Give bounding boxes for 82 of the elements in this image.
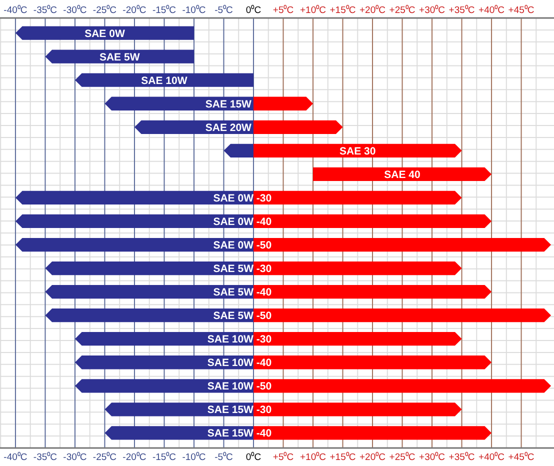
- x-tick-label: +45⁰C: [508, 4, 534, 16]
- x2-tick-label: -40⁰C: [4, 451, 28, 463]
- bar: [253, 261, 462, 276]
- x2-tick-label: +5⁰C: [272, 451, 294, 463]
- y-tick-label: SAE 10W -30: [207, 334, 272, 346]
- bar: [15, 238, 254, 252]
- x-tick-label: +35⁰C: [448, 4, 475, 16]
- bar: [45, 308, 254, 322]
- x2-tick-label: +40⁰C: [478, 451, 505, 463]
- bar: [253, 144, 462, 158]
- x-tick-label: -25⁰C: [92, 4, 117, 16]
- y-tick-label: SAE 5W -40: [213, 286, 272, 299]
- bar: [253, 120, 343, 134]
- x2-tick-label: +25⁰C: [389, 451, 416, 463]
- bar: [313, 167, 492, 182]
- x-tick-label: +25⁰C: [389, 4, 416, 16]
- x2-tick-label: -25⁰C: [92, 451, 117, 463]
- x-tick-label: -30⁰C: [63, 4, 87, 16]
- y-tick-label: SAE 0W -30: [213, 192, 272, 205]
- bar: [15, 214, 254, 228]
- y-tick-label: SAE 20W: [205, 122, 252, 134]
- bar: [45, 261, 254, 276]
- x-tick-label: -35⁰C: [33, 4, 58, 16]
- x2-tick-label: +30⁰C: [419, 451, 446, 463]
- y-tick-label: SAE 40: [384, 168, 421, 181]
- x2-tick-label: +45⁰C: [508, 451, 534, 463]
- bar: [253, 402, 462, 416]
- bar: [253, 214, 492, 228]
- x-tick-label: +40⁰C: [478, 4, 505, 16]
- y-tick-label: SAE 0W -40: [213, 216, 272, 228]
- y-tick-label: SAE 0W -50: [213, 240, 272, 252]
- y-tick-label: SAE 5W -30: [213, 263, 272, 276]
- x2-tick-label: -10⁰C: [182, 451, 206, 463]
- bar: [74, 332, 254, 346]
- y-tick-label: SAE 5W -50: [213, 310, 272, 322]
- bar: [74, 73, 254, 87]
- x2-tick-label: 0⁰C: [246, 451, 262, 463]
- y-tick-label: SAE 5W: [99, 51, 140, 64]
- x2-tick-label: -15⁰C: [152, 451, 176, 463]
- bar: [74, 356, 254, 370]
- y-tick-label: SAE 0W: [84, 28, 125, 40]
- x-tick-label: +20⁰C: [360, 4, 386, 16]
- x-tick-label: -5⁰C: [214, 4, 234, 16]
- x-tick-label: +30⁰C: [419, 4, 446, 16]
- bar: [253, 308, 552, 322]
- bar: [253, 426, 492, 440]
- x-tick-label: -10⁰C: [182, 4, 206, 16]
- bar: [253, 284, 492, 299]
- x-tick-label: -40⁰C: [4, 4, 28, 16]
- x-tick-label: -15⁰C: [152, 4, 176, 16]
- bar: [15, 26, 194, 40]
- bar: [104, 426, 254, 440]
- y-tick-label: SAE 30: [340, 145, 376, 158]
- y-tick-label: SAE 10W: [141, 74, 188, 87]
- bar: [253, 96, 313, 110]
- y-tick-label: SAE 15W: [205, 98, 252, 110]
- y-tick-label: SAE 15W -30: [207, 404, 272, 416]
- bar: [74, 379, 254, 393]
- x-tick-label: -20⁰C: [122, 4, 146, 16]
- bar: [45, 50, 194, 64]
- x2-tick-label: -5⁰C: [214, 451, 234, 463]
- bar: [253, 332, 462, 346]
- x-tick-label: +10⁰C: [300, 4, 326, 16]
- y-tick-label: SAE 10W -40: [207, 357, 272, 370]
- x2-tick-label: -35⁰C: [33, 451, 58, 463]
- bar: [253, 379, 552, 393]
- x2-tick-label: +15⁰C: [330, 451, 356, 463]
- bar: [253, 356, 492, 370]
- bar: [45, 284, 254, 299]
- y-tick-label: SAE 15W -40: [207, 428, 272, 440]
- x2-tick-label: +10⁰C: [300, 451, 326, 463]
- x2-tick-label: -30⁰C: [63, 451, 87, 463]
- x-tick-label: 0⁰C: [246, 4, 262, 16]
- bar: [253, 190, 462, 205]
- x-tick-label: +5⁰C: [272, 4, 294, 16]
- x-tick-label: +15⁰C: [330, 4, 356, 16]
- x2-tick-label: -20⁰C: [122, 451, 146, 463]
- bar: [15, 190, 254, 205]
- x2-tick-label: +20⁰C: [360, 451, 386, 463]
- y-tick-label: SAE 10W -50: [207, 380, 272, 393]
- x2-tick-label: +35⁰C: [448, 451, 475, 463]
- bar: [253, 238, 552, 252]
